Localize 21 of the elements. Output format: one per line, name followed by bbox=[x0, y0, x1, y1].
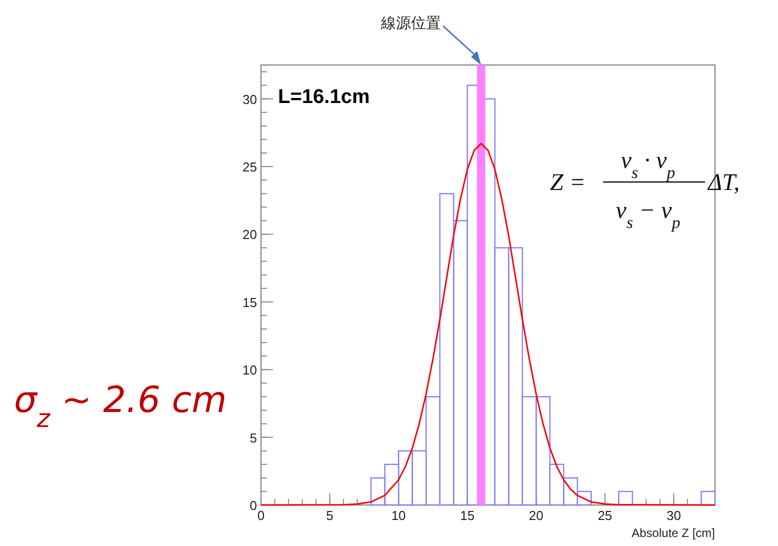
annotation: L=16.1cm bbox=[278, 86, 370, 108]
x-tick-label: 25 bbox=[598, 508, 612, 523]
y-tick-label: 0 bbox=[250, 498, 257, 513]
x-tick-label: 30 bbox=[666, 508, 681, 523]
y-tick-label: 20 bbox=[242, 227, 257, 242]
x-tick-label: 10 bbox=[391, 508, 406, 523]
x-tick-label: 15 bbox=[460, 508, 475, 523]
annotation: v$_{s}$ − v$_{p}$ bbox=[616, 198, 680, 232]
y-tick-label: 10 bbox=[242, 362, 257, 378]
annotation: Z = bbox=[550, 170, 586, 196]
text: σ$_{z}$ ~ 2.6 cm bbox=[14, 380, 227, 432]
band-label: 線源位置 bbox=[380, 14, 442, 32]
y-tick-label: 15 bbox=[242, 294, 257, 310]
x-tick-label: 20 bbox=[528, 508, 544, 523]
annotation: v$_{s}$ · v$_{p}$ bbox=[620, 148, 676, 182]
y-tick-label: 30 bbox=[242, 92, 257, 107]
x-axis-title: Absolute Z [cm] bbox=[632, 526, 715, 540]
y-tick-label: 25 bbox=[242, 160, 257, 175]
y-tick-label: 5 bbox=[250, 430, 257, 446]
x-tick-label: 5 bbox=[326, 508, 334, 523]
annotation: ΔT, bbox=[707, 170, 740, 196]
